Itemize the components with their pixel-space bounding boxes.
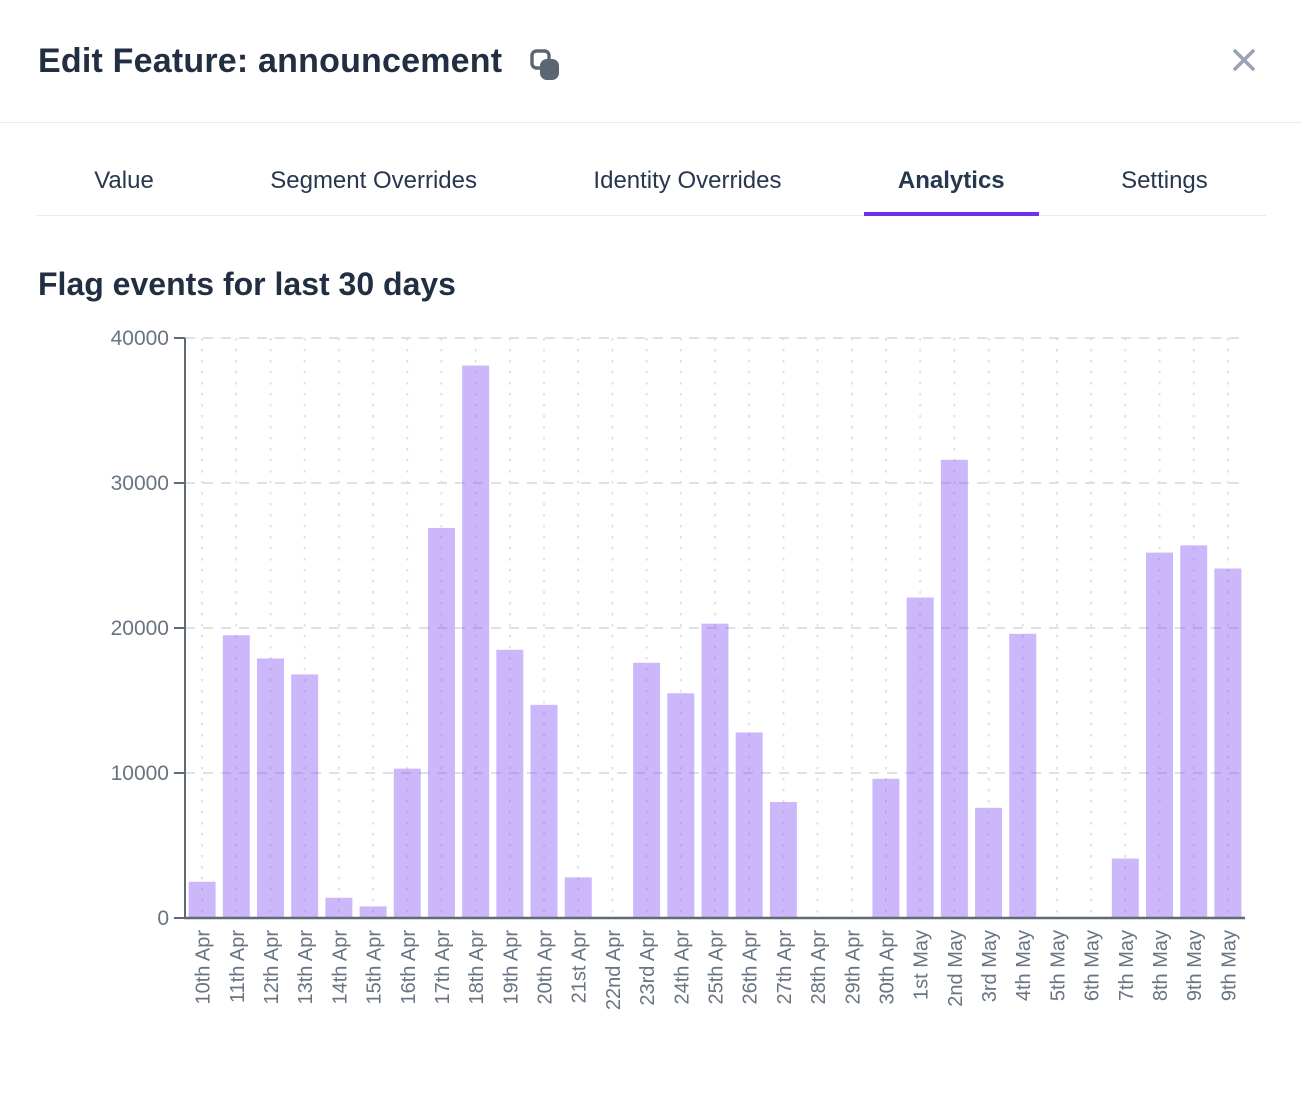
tab-value[interactable]: Value <box>60 161 188 216</box>
y-tick-label: 40000 <box>111 327 169 350</box>
bar-25th-apr <box>701 623 729 918</box>
bar-27th-apr <box>769 802 797 918</box>
x-tick-label: 27th Apr <box>774 930 796 1005</box>
x-tick-label: 30th Apr <box>876 930 898 1005</box>
x-tick-label: 8th May <box>1150 930 1172 1001</box>
x-tick-label: 9th May <box>1184 930 1206 1001</box>
bar-2nd-may <box>940 459 968 918</box>
bar-8th-may <box>1146 552 1174 918</box>
bar-19th-apr <box>496 649 524 918</box>
x-tick-label: 5th May <box>1047 930 1069 1001</box>
bar-11th-apr <box>222 635 250 918</box>
x-tick-label: 13th Apr <box>295 930 317 1005</box>
bar-15th-apr <box>359 906 387 918</box>
bar-21st-apr <box>564 877 592 918</box>
copy-icon <box>528 49 562 85</box>
bar-20th-apr <box>530 704 558 918</box>
bar-10th-apr <box>188 881 216 918</box>
x-tick-label: 7th May <box>1116 930 1138 1001</box>
x-tick-label: 11th Apr <box>227 930 249 1003</box>
x-tick-label: 21st Apr <box>569 930 591 1004</box>
x-tick-label: 3rd May <box>979 930 1001 1002</box>
tab-segment-overrides[interactable]: Segment Overrides <box>236 161 511 216</box>
x-tick-label: 22nd Apr <box>603 930 625 1010</box>
x-tick-label: 18th Apr <box>466 930 488 1005</box>
modal-header: Edit Feature: announcement <box>0 0 1302 123</box>
bar-30th-apr <box>872 778 900 918</box>
tab-identity-overrides[interactable]: Identity Overrides <box>559 161 815 216</box>
bar-23rd-apr <box>633 662 661 918</box>
x-tick-label: 19th Apr <box>500 930 522 1005</box>
x-tick-label: 1st May <box>911 930 933 1000</box>
bar-7th-may <box>1111 858 1139 918</box>
y-tick-label: 10000 <box>111 762 169 785</box>
y-tick-label: 0 <box>157 907 169 930</box>
chart-wrap: 0 10000 20000 30000 40000 10th Apr 11th Apr 12t… <box>0 317 1302 1054</box>
bar-12th-apr <box>256 658 284 918</box>
x-tick-label: 20th Apr <box>535 930 557 1005</box>
x-tick-label: 4th May <box>1013 930 1035 1001</box>
bar-14th-apr <box>325 897 353 918</box>
bar-13th-apr <box>291 674 319 918</box>
section-heading: Flag events for last 30 days <box>38 266 456 302</box>
close-icon <box>1228 49 1260 79</box>
x-tick-label: 16th Apr <box>398 930 420 1005</box>
y-tick-label: 20000 <box>111 617 169 640</box>
bar-4th-may <box>1009 633 1037 918</box>
x-tick-label: 15th Apr <box>364 930 386 1005</box>
y-tick-label: 30000 <box>111 472 169 495</box>
x-tick-label: 26th Apr <box>740 930 762 1005</box>
x-tick-label: 24th Apr <box>671 930 693 1005</box>
bar-17th-apr <box>427 527 455 918</box>
x-tick-label: 14th Apr <box>329 930 351 1005</box>
tab-analytics[interactable]: Analytics <box>863 161 1039 216</box>
bar-24th-apr <box>667 693 695 918</box>
flag-events-chart: 0 10000 20000 30000 40000 10th Apr 11th Apr 12t… <box>111 327 1245 1010</box>
x-tick-label: 28th Apr <box>808 930 830 1005</box>
bar-9th-may <box>1180 545 1208 918</box>
x-tick-label: 10th Apr <box>193 930 215 1005</box>
bar-18th-apr <box>462 365 490 918</box>
x-tick-label: 29th Apr <box>842 930 864 1005</box>
x-tick-label: 23rd Apr <box>637 930 659 1006</box>
tab-bar: Value Segment Overrides Identity Overrides… <box>36 161 1266 216</box>
bar-9th-may <box>1214 568 1242 918</box>
x-tick-label: 6th May <box>1082 930 1104 1001</box>
x-tick-label: 9th May <box>1218 930 1240 1001</box>
copy-button[interactable] <box>528 46 562 82</box>
bar-3rd-may <box>975 807 1003 918</box>
x-tick-label: 2nd May <box>945 930 967 1007</box>
bar-1st-may <box>906 597 934 918</box>
x-tick-label: 17th Apr <box>432 930 454 1005</box>
tab-settings[interactable]: Settings <box>1087 161 1242 216</box>
bar-26th-apr <box>735 732 763 918</box>
x-tick-label: 25th Apr <box>706 930 728 1005</box>
modal-title: Edit Feature: announcement <box>38 41 503 80</box>
close-button[interactable] <box>1228 44 1260 76</box>
bar-16th-apr <box>393 768 421 918</box>
x-tick-label: 12th Apr <box>261 930 283 1005</box>
